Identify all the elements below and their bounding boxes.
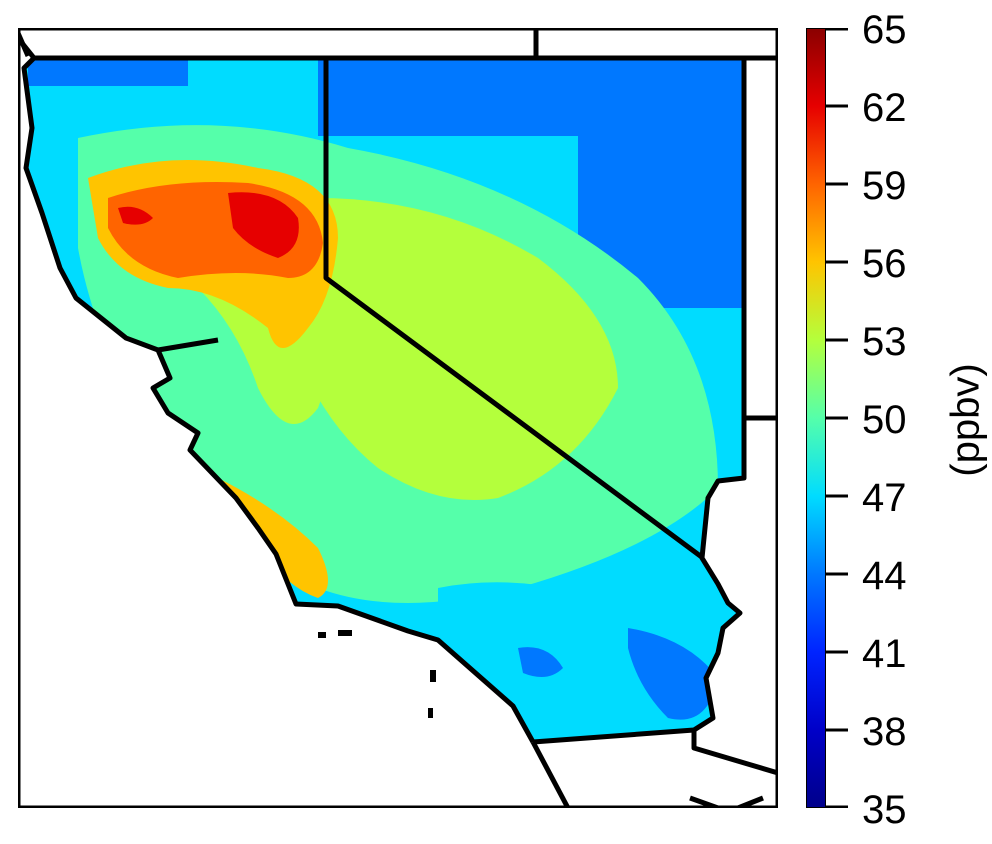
- colorbar: [806, 28, 826, 808]
- state-boundaries: [18, 28, 778, 808]
- colorbar-tick-label: 62: [862, 86, 907, 130]
- colorbar-unit-label: (ppbv): [943, 363, 988, 477]
- colorbar-tick-label: 38: [862, 710, 907, 754]
- colorbar-tick-label: 53: [862, 320, 907, 364]
- colorbar-tick-label: 41: [862, 632, 907, 676]
- colorbar-tick-label: 44: [862, 554, 907, 598]
- channel-islands: [318, 630, 436, 718]
- concentration-field: [24, 58, 744, 742]
- colorbar-tick-label: 59: [862, 164, 907, 208]
- colorbar-tick-label: 50: [862, 398, 907, 442]
- colorbar-tick-marks: [826, 28, 848, 808]
- colorbar-tick-label: 35: [862, 788, 907, 832]
- ozone-map: [18, 28, 778, 808]
- colorbar-tick-label: 65: [862, 8, 907, 52]
- colorbar-tick-label: 47: [862, 476, 907, 520]
- colorbar-tick-label: 56: [862, 242, 907, 286]
